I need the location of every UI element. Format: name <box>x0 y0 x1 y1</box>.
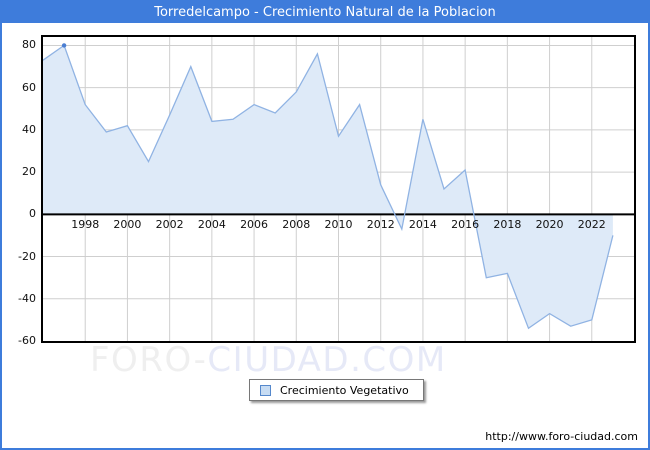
series-area <box>43 45 613 329</box>
x-axis-tick-label: 2004 <box>197 218 226 232</box>
y-axis-tick-label: -20 <box>18 249 36 263</box>
x-axis-tick-label: 2020 <box>535 218 564 232</box>
x-axis-tick-label: 2000 <box>113 218 142 232</box>
y-axis-tick-label: -40 <box>18 291 36 305</box>
footer-url-link[interactable]: http://www.foro-ciudad.com <box>485 430 638 443</box>
x-axis-tick-label: 2016 <box>451 218 480 232</box>
watermark-ciudad: CIUDAD.COM <box>207 340 447 380</box>
y-axis-tick-label: 80 <box>22 38 36 52</box>
x-axis-tick-label: 1998 <box>71 218 100 232</box>
x-axis-tick-label: 2006 <box>240 218 269 232</box>
x-axis-tick-label: 2012 <box>366 218 395 232</box>
x-axis-tick-label: 2022 <box>577 218 606 232</box>
series-line <box>43 44 614 330</box>
x-axis-tick-label: 2002 <box>155 218 184 232</box>
chart-title: Torredelcampo - Crecimiento Natural de l… <box>2 2 648 23</box>
watermark-foro: FORO- <box>90 340 208 380</box>
legend-swatch-icon <box>260 384 271 396</box>
y-axis-tick-label: 20 <box>22 165 36 179</box>
x-axis-tick-label: 2010 <box>324 218 353 232</box>
x-axis-tick-label: 2014 <box>408 218 437 232</box>
y-axis-tick-label: -60 <box>18 334 36 347</box>
x-axis-tick-label: 2008 <box>282 218 311 232</box>
legend-label: Crecimiento Vegetativo <box>280 383 409 397</box>
x-axis-tick-label: 2018 <box>493 218 522 232</box>
y-axis-tick-label: 40 <box>22 122 36 136</box>
area-chart-svg <box>43 37 634 341</box>
legend-item-crecimiento-vegetativo[interactable]: Crecimiento Vegetativo <box>249 379 424 401</box>
plot-area: 1998 2000 2002 2004 2006 2008 2010 2012 2014 2016… <box>41 35 636 343</box>
y-axis-tick-label: 60 <box>22 80 36 94</box>
data-point-marker <box>61 43 67 48</box>
y-axis-tick-label: 0 <box>29 207 36 221</box>
watermark: FORO-CIUDAD.COM <box>90 340 447 380</box>
chart-area: 1998 2000 2002 2004 2006 2008 2010 2012 2014 2016… <box>2 23 648 448</box>
